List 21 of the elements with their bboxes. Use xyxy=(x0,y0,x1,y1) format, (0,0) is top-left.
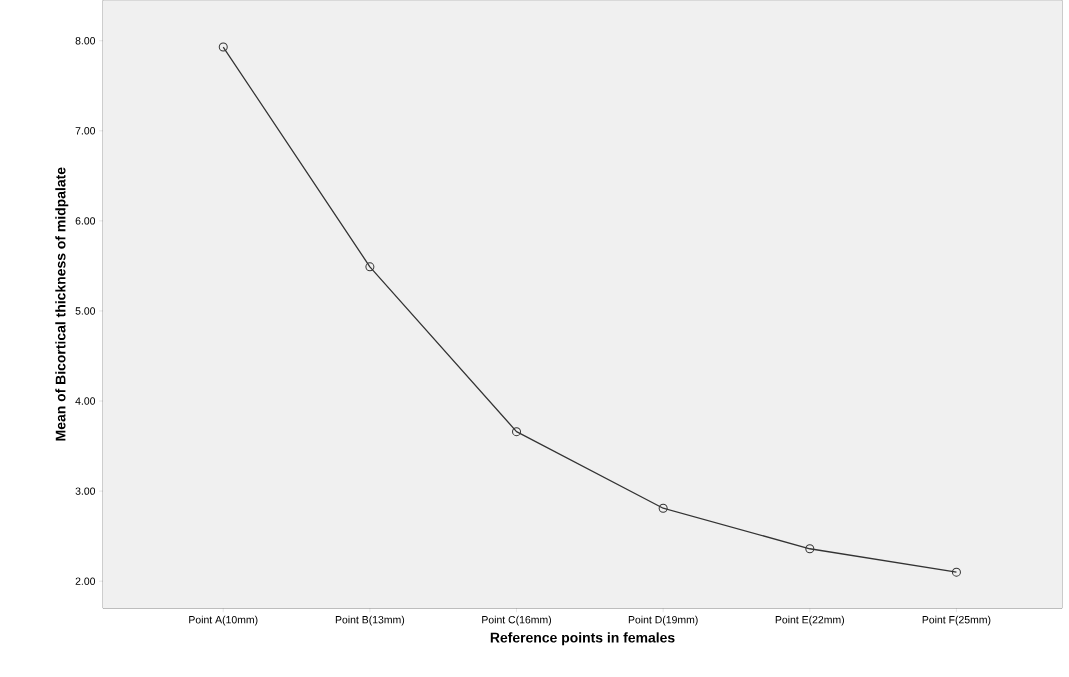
y-tick-label: 8.00 xyxy=(75,36,96,45)
x-tick-label: Point F(25mm) xyxy=(922,615,991,626)
x-tick-label: Point C(16mm) xyxy=(482,615,552,626)
x-tick-label: Point D(19mm) xyxy=(628,615,698,626)
x-tick-label: Point B(13mm) xyxy=(335,615,405,626)
y-tick-label: 6.00 xyxy=(75,217,96,225)
point xyxy=(658,503,668,513)
point xyxy=(512,427,522,437)
point xyxy=(951,567,961,577)
point xyxy=(365,262,375,272)
y-tick-label: 7.00 xyxy=(75,127,96,135)
x-tick-label: Point A(10mm) xyxy=(189,615,258,626)
y-tick-label: 2.00 xyxy=(75,577,96,585)
y-tick-label: 4.00 xyxy=(75,397,96,405)
point xyxy=(218,42,228,52)
y-axis-title: Mean of Bicortical thickness of midpalate xyxy=(55,167,69,441)
y-tick-label: 5.00 xyxy=(75,307,96,315)
x-tick-label: Point E(22mm) xyxy=(775,615,845,626)
y-tick-label: 3.00 xyxy=(75,487,96,495)
x-axis-title: Reference points in females xyxy=(490,632,675,646)
point xyxy=(805,544,815,554)
